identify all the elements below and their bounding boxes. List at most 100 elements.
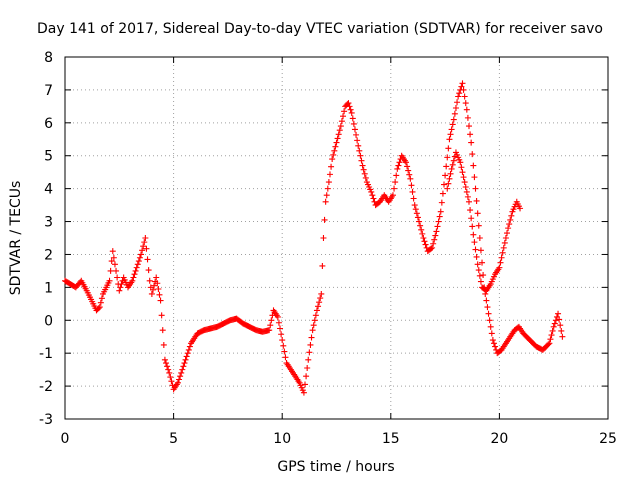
data-point-marker	[458, 164, 465, 171]
data-point-marker	[436, 213, 443, 220]
data-point-marker	[546, 340, 553, 347]
data-point-marker	[464, 114, 471, 121]
data-point-marker	[394, 165, 401, 172]
data-point-marker	[486, 317, 493, 324]
data-point-marker	[468, 139, 475, 146]
data-point-marker	[437, 208, 444, 215]
data-point-marker	[96, 304, 103, 311]
data-point-marker	[139, 247, 146, 254]
data-point-marker	[143, 245, 150, 252]
data-point-marker	[408, 182, 415, 189]
data-point-marker	[407, 175, 414, 182]
data-point-marker	[420, 235, 427, 241]
data-point-marker	[469, 223, 476, 230]
data-point-marker	[471, 174, 478, 181]
data-point-marker	[452, 105, 459, 112]
data-point-marker	[319, 262, 326, 269]
data-point-marker	[450, 157, 457, 164]
data-point-marker	[348, 109, 355, 116]
data-point-marker	[469, 151, 476, 158]
data-point-marker	[307, 341, 314, 348]
data-point-marker	[389, 192, 396, 199]
y-tick-label: -2	[39, 379, 53, 395]
data-point-marker	[473, 197, 480, 204]
data-point-marker	[507, 216, 514, 223]
data-point-marker	[336, 127, 343, 134]
data-point-marker	[465, 198, 472, 205]
data-point-marker	[448, 126, 455, 133]
data-point-marker	[98, 295, 105, 302]
data-point-marker	[476, 235, 483, 241]
data-point-marker	[184, 350, 191, 357]
data-point-marker	[141, 239, 148, 246]
data-point-marker	[277, 325, 284, 332]
data-point-marker	[496, 264, 503, 271]
data-point-marker	[433, 228, 440, 235]
data-point-marker	[114, 274, 121, 281]
data-point-marker	[552, 317, 559, 324]
data-point-marker	[357, 152, 364, 159]
data-point-marker	[316, 299, 323, 306]
data-point-marker	[110, 254, 117, 261]
data-point-marker	[468, 215, 475, 222]
data-point-marker	[111, 261, 118, 268]
data-point-marker	[484, 304, 491, 311]
data-point-marker	[354, 137, 361, 144]
data-point-marker	[477, 278, 484, 285]
data-point-marker	[467, 207, 474, 214]
data-point-marker	[325, 179, 332, 186]
data-point-marker	[178, 369, 185, 376]
data-point-marker	[422, 241, 429, 248]
data-point-marker	[499, 249, 506, 256]
data-point-marker	[393, 172, 400, 179]
data-point-marker	[421, 238, 428, 245]
data-point-marker	[476, 272, 483, 279]
tick-labels: -3 -2 -1 0 1 2 3 4 5 6 7 8 0 5 10 15 20 25	[39, 50, 617, 447]
data-point-marker	[406, 171, 413, 178]
data-point-marker	[462, 100, 469, 107]
data-point-marker	[267, 322, 274, 329]
data-point-marker	[158, 312, 165, 319]
data-point-marker	[477, 247, 484, 254]
data-point-marker	[431, 236, 438, 243]
data-point-marker	[418, 226, 425, 233]
data-point-marker	[403, 159, 410, 166]
data-point-marker	[133, 264, 140, 271]
axis-ticks	[64, 56, 609, 420]
data-point-marker	[459, 169, 466, 176]
data-point-marker	[504, 230, 511, 237]
data-point-marker	[162, 360, 169, 367]
data-point-marker	[489, 337, 496, 344]
data-point-marker	[302, 381, 309, 388]
data-point-marker	[464, 193, 471, 200]
data-point-marker	[391, 185, 398, 192]
data-point-marker	[501, 239, 508, 246]
data-point-marker	[454, 99, 461, 106]
data-point-marker	[456, 90, 463, 97]
data-point-marker	[460, 86, 467, 93]
data-point-marker	[131, 271, 138, 278]
data-point-marker	[313, 307, 320, 314]
data-point-marker	[443, 163, 450, 170]
data-point-marker	[446, 136, 453, 143]
data-point-marker	[113, 267, 120, 274]
data-point-marker	[305, 356, 312, 363]
data-point-marker	[474, 261, 481, 268]
x-tick-label: 25	[599, 431, 617, 447]
data-point-marker	[467, 131, 474, 138]
data-point-marker	[148, 290, 155, 297]
data-point-marker	[409, 188, 416, 195]
data-point-marker	[405, 167, 412, 174]
data-point-marker	[309, 327, 316, 334]
data-point-marker	[159, 327, 166, 334]
y-tick-label: 5	[44, 149, 53, 165]
data-point-marker	[282, 354, 289, 361]
data-point-marker	[416, 218, 423, 225]
data-point-marker	[335, 131, 342, 138]
data-point-marker	[304, 364, 311, 371]
data-point-marker	[497, 259, 504, 266]
y-tick-label: 0	[44, 313, 53, 329]
data-point-marker	[97, 299, 104, 306]
data-point-marker	[460, 174, 467, 181]
y-tick-label: 7	[44, 83, 53, 99]
